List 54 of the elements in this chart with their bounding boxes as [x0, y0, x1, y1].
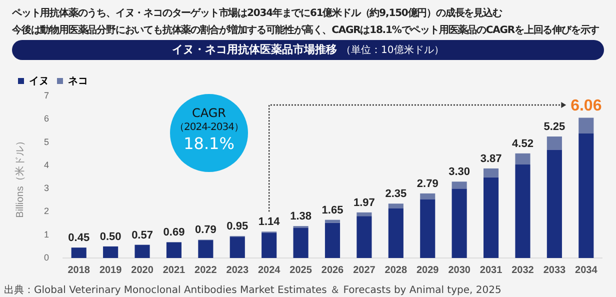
annotation: CAGR	[190, 106, 227, 120]
text: ペット用抗体薬のうち、イヌ・ネコのターゲット市場は2034年までに61億米ドル（約9,150億円）の成長を見込む	[12, 6, 502, 20]
legend-label: イヌ	[29, 76, 49, 87]
total-label: 1.65	[322, 204, 344, 216]
chart-title: イヌ・ネコ用抗体医薬品市場推移	[172, 43, 338, 56]
total-label: 0.57	[132, 229, 153, 242]
total-label: 6.06	[570, 97, 602, 114]
y-tick-label: 2	[44, 206, 50, 216]
total-label: 0.69	[163, 226, 185, 239]
x-tick-label: 2018	[68, 264, 90, 276]
y-axis-title: Billions（米ドル）	[14, 136, 26, 218]
y-tick-label: 5	[44, 136, 50, 147]
x-tick-label: 2025	[290, 264, 312, 276]
x-tick-label: 2031	[480, 264, 503, 276]
text: 今後は動物用医薬品分野においても抗体薬の割合が増加する可能性が高く、CAGRは18.1%でペット用医薬品のCAGRを上回る伸びを示す	[12, 23, 600, 37]
total-label: 2.35	[385, 188, 407, 200]
x-tick-label: 2023	[226, 264, 249, 276]
total-label: 1.97	[353, 196, 375, 209]
x-tick-label: 2019	[99, 264, 122, 276]
y-tick-label: 0	[44, 252, 50, 262]
annotation: （2024-2034）	[173, 121, 244, 134]
x-tick-label: 2022	[194, 264, 218, 276]
y-tick-label: 7	[44, 90, 50, 100]
total-label: 3.30	[448, 166, 470, 178]
total-label: 1.38	[290, 210, 312, 223]
circle-badge: CAGR （2024-2034） 18.1%	[170, 94, 248, 172]
source-note: 出典：Global Veterinary Monoclonal Antibodies Market Estimates ＆ Forecasts by Animal type, 2025	[4, 284, 502, 297]
y-tick-label: 3	[44, 183, 50, 194]
legend-label: ネコ	[68, 76, 88, 87]
y-tick-label: 1	[44, 229, 50, 240]
x-tick-label: 2021	[162, 264, 186, 276]
total-label: 1.14	[258, 216, 281, 228]
x-tick-label: 2028	[384, 264, 408, 276]
x-tick-label: 2029	[416, 264, 440, 276]
y-tick-label: 6	[44, 114, 50, 124]
total-label: 4.52	[512, 138, 534, 150]
total-label: 0.95	[226, 220, 248, 233]
x-tick-label: 2026	[321, 264, 344, 276]
x-tick-label: 2030	[448, 264, 471, 276]
total-label: 0.50	[100, 230, 122, 243]
x-tick-label: 2034	[575, 264, 598, 276]
total-label: 0.45	[68, 232, 90, 244]
x-tick-label: 2027	[353, 264, 376, 276]
annotation: 18.1%	[182, 134, 236, 153]
total-label: 0.79	[194, 224, 216, 236]
x-tick-label: 2024	[258, 264, 281, 276]
total-label: 2.79	[416, 178, 438, 190]
x-tick-label: 2032	[512, 264, 534, 276]
x-tick-label: 2020	[131, 264, 154, 276]
total-label: 5.25	[544, 121, 566, 134]
x-tick-label: 2033	[543, 264, 566, 276]
y-tick-label: 4	[44, 160, 50, 170]
chart-subtitle: （単位：10億米ドル）	[341, 45, 444, 56]
total-label: 3.87	[480, 152, 502, 165]
